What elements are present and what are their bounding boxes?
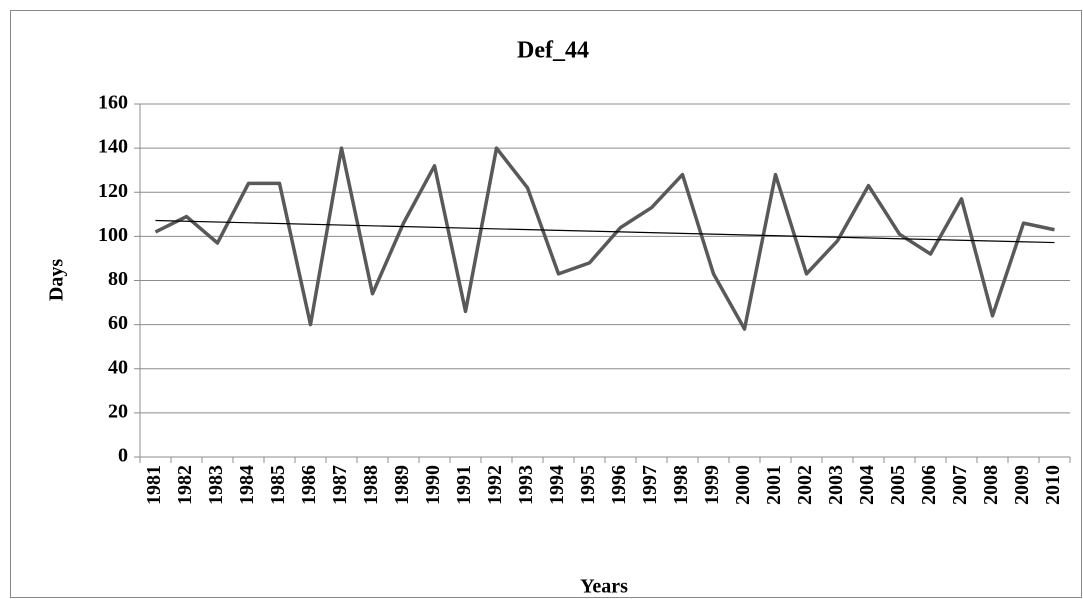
x-tick-label: 2006 bbox=[918, 465, 940, 505]
x-tick-label: 2003 bbox=[825, 465, 847, 505]
x-tick-label: 1983 bbox=[205, 465, 227, 505]
x-tick-label: 1985 bbox=[267, 465, 289, 505]
y-tick-label: 160 bbox=[98, 92, 128, 114]
y-tick-label: 0 bbox=[118, 445, 128, 467]
y-tick-label: 60 bbox=[108, 312, 128, 334]
x-tick-label: 1986 bbox=[298, 465, 320, 505]
y-tick-label: 100 bbox=[98, 224, 128, 246]
x-axis-label: Years bbox=[580, 576, 628, 598]
x-tick-label: 2005 bbox=[887, 465, 909, 505]
y-tick-label: 120 bbox=[98, 180, 128, 202]
x-tick-label: 1995 bbox=[577, 465, 599, 505]
y-axis-label: Days bbox=[46, 259, 68, 301]
x-tick-label: 1981 bbox=[143, 465, 165, 505]
x-tick-label: 1990 bbox=[422, 465, 444, 505]
x-tick-label: 1996 bbox=[608, 465, 630, 505]
y-tick-label: 140 bbox=[98, 136, 128, 158]
x-tick-label: 1989 bbox=[391, 465, 413, 505]
y-tick-label: 40 bbox=[108, 356, 128, 378]
data-line bbox=[154, 146, 1055, 331]
x-tick-label: 2004 bbox=[856, 465, 878, 505]
chart-title: Def_44 bbox=[517, 38, 589, 64]
x-tick-label: 2001 bbox=[763, 465, 785, 505]
x-tick-label: 1988 bbox=[360, 465, 382, 505]
x-tick-label: 2010 bbox=[1042, 465, 1064, 505]
trend-line bbox=[155, 219, 1055, 244]
x-tick-label: 1991 bbox=[453, 465, 475, 505]
x-tick-label: 2007 bbox=[949, 465, 971, 505]
x-tick-label: 1999 bbox=[701, 465, 723, 505]
y-tick-label: 80 bbox=[108, 268, 128, 290]
x-tick-label: 1994 bbox=[546, 465, 568, 505]
x-tick-label: 1992 bbox=[484, 465, 506, 505]
chart-border bbox=[10, 10, 1082, 598]
x-tick-label: 1997 bbox=[639, 465, 661, 505]
x-tick-label: 1982 bbox=[174, 465, 196, 505]
x-tick-label: 2000 bbox=[732, 465, 754, 505]
x-tick-label: 1984 bbox=[236, 465, 258, 505]
x-tick-label: 2009 bbox=[1011, 465, 1033, 505]
x-tick-label: 2002 bbox=[794, 465, 816, 505]
x-tick-label: 2008 bbox=[980, 465, 1002, 505]
x-tick-label: 1993 bbox=[515, 465, 537, 505]
y-tick-label: 20 bbox=[108, 400, 128, 422]
x-tick-label: 1998 bbox=[670, 465, 692, 505]
x-tick-label: 1987 bbox=[329, 465, 351, 505]
